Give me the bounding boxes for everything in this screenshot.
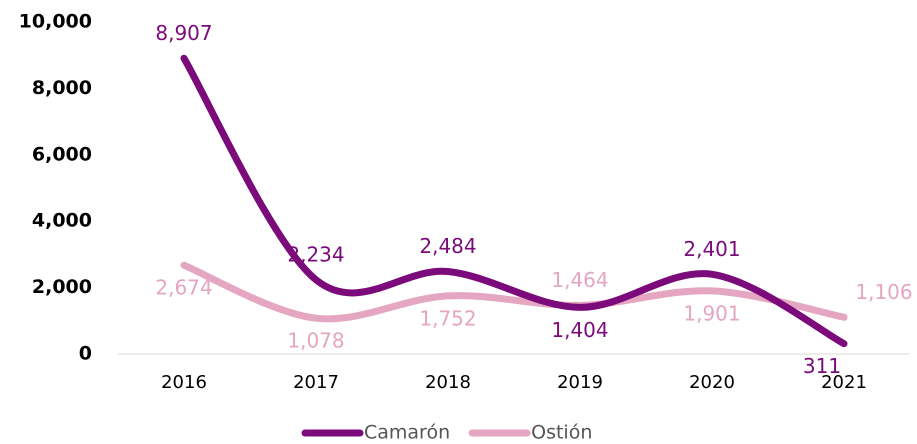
data-label: 311 <box>803 354 841 378</box>
data-label: 2,234 <box>287 242 344 266</box>
line-series <box>180 54 848 348</box>
y-tick-label: 10,000 <box>19 11 92 33</box>
y-tick-label: 8,000 <box>32 77 92 99</box>
x-tick-label: 2021 <box>821 372 867 393</box>
x-tick-label: 2019 <box>557 372 603 393</box>
data-label: 8,907 <box>155 21 212 45</box>
data-label: 1,464 <box>551 268 608 292</box>
data-label: 1,078 <box>287 329 344 353</box>
line-series <box>180 261 848 323</box>
legend-label: Camarón <box>364 422 450 444</box>
data-label: 2,674 <box>155 276 212 300</box>
data-label: 1,752 <box>419 306 476 330</box>
x-tick-label: 2016 <box>161 372 207 393</box>
data-label: 2,401 <box>683 237 740 261</box>
data-label: 1,901 <box>683 301 740 325</box>
y-tick-label: 6,000 <box>32 143 92 165</box>
x-tick-label: 2017 <box>293 372 339 393</box>
y-tick-label: 4,000 <box>32 210 92 232</box>
y-tick-label: 2,000 <box>32 276 92 298</box>
data-label: 1,106 <box>855 280 912 304</box>
y-tick-label: 0 <box>79 343 92 365</box>
x-tick-label: 2020 <box>689 372 735 393</box>
data-label: 1,404 <box>551 318 608 342</box>
x-tick-label: 2018 <box>425 372 471 393</box>
legend-label: Ostión <box>531 422 592 444</box>
data-label: 2,484 <box>419 234 476 258</box>
